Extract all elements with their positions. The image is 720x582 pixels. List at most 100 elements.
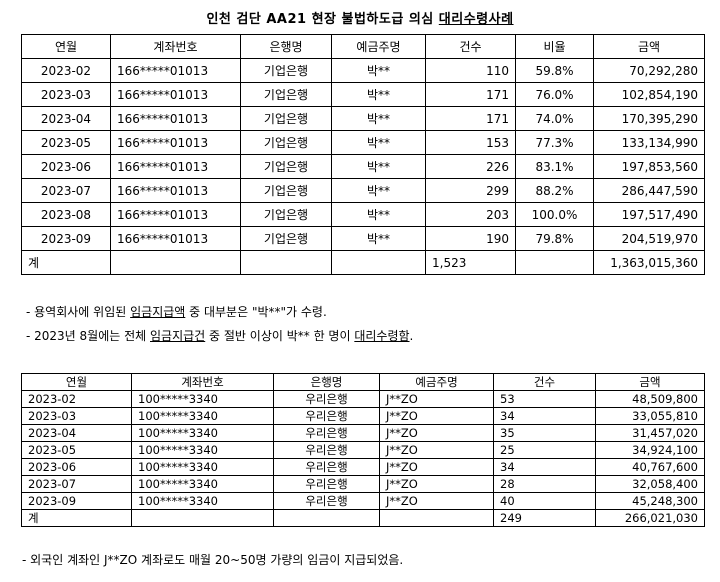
- cell-count: 40: [493, 492, 596, 510]
- header-count: 건수: [425, 34, 516, 59]
- cell-amount: 70,292,280: [593, 58, 705, 83]
- cell-count: 110: [425, 58, 516, 83]
- header-count: 건수: [493, 373, 596, 391]
- cell-amount: 32,058,400: [595, 475, 705, 493]
- note-2-prefix: - 2023년 8월에는 전체: [26, 329, 151, 343]
- cell-count: 226: [425, 154, 516, 179]
- empty-cell: [131, 509, 274, 527]
- cell-count: 34: [493, 458, 596, 476]
- document-title: 인천 검단 AA21 현장 불법하도급 의심 대리수령사례: [0, 8, 720, 27]
- cell-count: 171: [425, 106, 516, 131]
- cell-count: 190: [425, 226, 516, 251]
- proxy-receipt-table-2: 연월 계좌번호 은행명 예금주명 건수 금액 2023-02 100*****33…: [21, 373, 705, 527]
- cell-bank: 우리은행: [273, 390, 380, 408]
- cell-amount: 40,767,600: [595, 458, 705, 476]
- cell-ratio: 100.0%: [515, 202, 594, 227]
- table-row: 2023-03 166*****01013 기업은행 박** 171 76.0% 102,8…: [21, 82, 705, 107]
- cell-holder: 박**: [331, 130, 426, 155]
- cell-bank: 우리은행: [273, 407, 380, 425]
- cell-account: 166*****01013: [110, 82, 241, 107]
- empty-cell: [240, 250, 332, 275]
- table-row: 2023-09 166*****01013 기업은행 박** 190 79.8% 204,5…: [21, 226, 705, 251]
- cell-account: 100*****3340: [131, 390, 274, 408]
- cell-amount: 102,854,190: [593, 82, 705, 107]
- note-2-underlined: 임금지급건: [150, 329, 206, 343]
- table-header-row: 연월 계좌번호 은행명 예금주명 건수 금액: [21, 373, 705, 391]
- note-2: - 2023년 8월에는 전체 임금지급건 중 절반 이상이 박** 한 명이 …: [26, 327, 413, 344]
- cell-yearmonth: 2023-06: [21, 458, 132, 476]
- cell-holder: 박**: [331, 178, 426, 203]
- table-row: 2023-04 166*****01013 기업은행 박** 171 74.0% 170,3…: [21, 106, 705, 131]
- cell-amount: 133,134,990: [593, 130, 705, 155]
- cell-yearmonth: 2023-02: [21, 390, 132, 408]
- cell-yearmonth: 2023-07: [21, 475, 132, 493]
- note-1: - 용역회사에 위임된 임금지급액 중 대부분은 "박**"가 수령.: [26, 303, 327, 320]
- table-row: 2023-07 166*****01013 기업은행 박** 299 88.2% 286,4…: [21, 178, 705, 203]
- cell-count: 153: [425, 130, 516, 155]
- cell-holder: 박**: [331, 58, 426, 83]
- header-amount: 금액: [595, 373, 705, 391]
- title-text: 인천 검단 AA21 현장 불법하도급 의심: [206, 12, 439, 27]
- cell-account: 100*****3340: [131, 475, 274, 493]
- note-2-suffix: .: [409, 329, 414, 343]
- cell-count: 28: [493, 475, 596, 493]
- header-yearmonth: 연월: [21, 373, 132, 391]
- cell-ratio: 59.8%: [515, 58, 594, 83]
- cell-ratio: 76.0%: [515, 82, 594, 107]
- cell-amount: 48,509,800: [595, 390, 705, 408]
- note-2-underlined2: 대리수령함: [354, 329, 410, 343]
- cell-bank: 기업은행: [240, 82, 332, 107]
- note-1-prefix: - 용역회사에 위임된: [26, 305, 131, 319]
- cell-count: 25: [493, 441, 596, 459]
- cell-amount: 170,395,290: [593, 106, 705, 131]
- cell-account: 166*****01013: [110, 106, 241, 131]
- total-row: 계 249 266,021,030: [21, 509, 705, 527]
- header-holder: 예금주명: [331, 34, 426, 59]
- title-underlined: 대리수령사례: [438, 12, 514, 27]
- cell-ratio: 77.3%: [515, 130, 594, 155]
- cell-count: 35: [493, 424, 596, 442]
- empty-cell: [110, 250, 241, 275]
- header-account: 계좌번호: [131, 373, 274, 391]
- cell-account: 166*****01013: [110, 178, 241, 203]
- cell-yearmonth: 2023-04: [21, 424, 132, 442]
- empty-cell: [379, 509, 494, 527]
- cell-bank: 기업은행: [240, 154, 332, 179]
- table-row: 2023-07 100*****3340 우리은행 J**ZO 28 32,058,400: [21, 475, 705, 493]
- empty-cell: [331, 250, 426, 275]
- cell-yearmonth: 2023-06: [21, 154, 111, 179]
- cell-count: 34: [493, 407, 596, 425]
- cell-holder: J**ZO: [379, 407, 494, 425]
- note-1-underlined: 임금지급액: [130, 305, 186, 319]
- table-row: 2023-02 100*****3340 우리은행 J**ZO 53 48,509,800: [21, 390, 705, 408]
- cell-yearmonth: 2023-08: [21, 202, 111, 227]
- cell-holder: 박**: [331, 106, 426, 131]
- cell-holder: J**ZO: [379, 441, 494, 459]
- header-yearmonth: 연월: [21, 34, 111, 59]
- empty-cell: [273, 509, 380, 527]
- proxy-receipt-table-1: 연월 계좌번호 은행명 예금주명 건수 비율 금액 2023-02 166****…: [21, 34, 705, 275]
- cell-yearmonth: 2023-07: [21, 178, 111, 203]
- cell-holder: J**ZO: [379, 458, 494, 476]
- table-row: 2023-06 166*****01013 기업은행 박** 226 83.1% 197,8…: [21, 154, 705, 179]
- cell-bank: 기업은행: [240, 178, 332, 203]
- header-bank: 은행명: [273, 373, 380, 391]
- cell-bank: 우리은행: [273, 475, 380, 493]
- cell-holder: J**ZO: [379, 492, 494, 510]
- header-account: 계좌번호: [110, 34, 241, 59]
- cell-account: 100*****3340: [131, 424, 274, 442]
- cell-amount: 197,517,490: [593, 202, 705, 227]
- cell-bank: 기업은행: [240, 202, 332, 227]
- total-count: 249: [493, 509, 596, 527]
- note-2-middle: 중 절반 이상이 박** 한 명이: [205, 329, 355, 343]
- cell-yearmonth: 2023-02: [21, 58, 111, 83]
- cell-amount: 286,447,590: [593, 178, 705, 203]
- table-row: 2023-05 100*****3340 우리은행 J**ZO 25 34,924,100: [21, 441, 705, 459]
- note-3: - 외국인 계좌인 J**ZO 계좌로도 매월 20~50명 가량의 임금이 지…: [22, 553, 404, 567]
- cell-holder: J**ZO: [379, 475, 494, 493]
- cell-amount: 204,519,970: [593, 226, 705, 251]
- cell-yearmonth: 2023-03: [21, 82, 111, 107]
- cell-yearmonth: 2023-03: [21, 407, 132, 425]
- cell-account: 166*****01013: [110, 226, 241, 251]
- cell-bank: 기업은행: [240, 130, 332, 155]
